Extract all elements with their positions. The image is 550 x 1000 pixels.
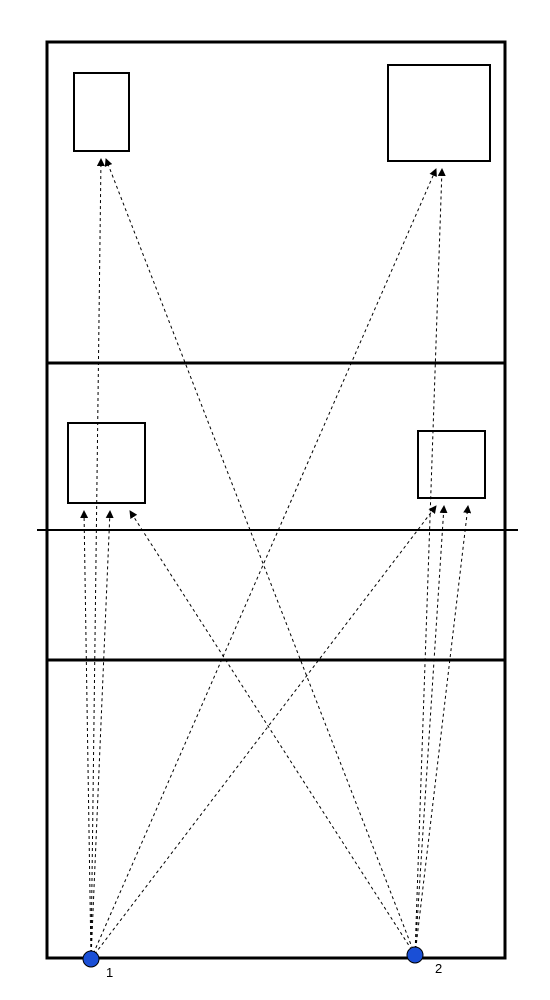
edge-6 xyxy=(415,169,442,955)
box-b_mid_left xyxy=(68,423,145,503)
edge-7 xyxy=(130,511,415,955)
box-b_mid_right xyxy=(418,431,485,498)
point-p1 xyxy=(83,951,99,967)
edge-8 xyxy=(415,506,444,955)
outer-frame xyxy=(47,42,505,958)
diagram-canvas: 12 xyxy=(0,0,550,1000)
edge-2 xyxy=(84,511,91,959)
point-p2 xyxy=(407,947,423,963)
edge-1 xyxy=(91,169,436,959)
point-label-p1: 1 xyxy=(106,965,113,980)
box-b_top_right xyxy=(388,65,490,161)
edge-5 xyxy=(106,159,415,955)
box-b_top_left xyxy=(74,73,129,151)
edge-4 xyxy=(91,506,436,959)
point-label-p2: 2 xyxy=(435,961,442,976)
